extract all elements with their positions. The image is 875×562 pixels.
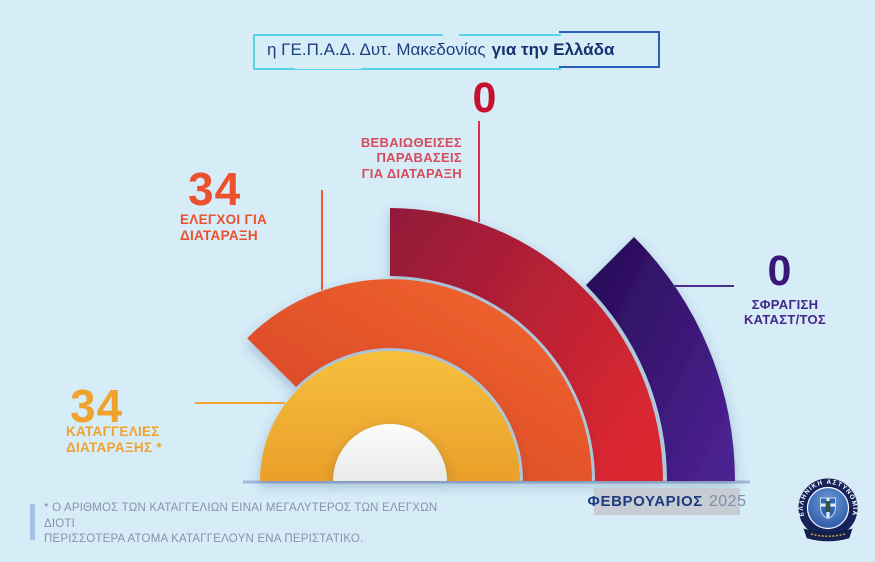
footnote: * Ο ΑΡΙΘΜΟΣ ΤΩΝ ΚΑΤΑΓΓΕΛΙΩΝ ΕΙΝΑΙ ΜΕΓΑΛΥ…	[30, 501, 460, 548]
title-bold: για την Ελλάδα	[491, 40, 615, 59]
title-prefix: η ΓΕ.Π.Α.Δ. Δυτ. Μακεδονίας	[267, 40, 486, 59]
ring-sfragisi	[585, 237, 735, 481]
period-chip: ΦΕΒΡΟΥΑΡΙΟΣ 2025	[588, 488, 746, 515]
stat-label-elegxoi: ΕΛΕΓΧΟΙ ΓΙΑ ΔΙΑΤΑΡΑΞΗ	[180, 212, 268, 243]
stat-value-elegxoi: 34	[188, 163, 242, 215]
frame-gap	[295, 63, 361, 69]
title-box: η ΓΕ.Π.Α.Δ. Δυτ. Μακεδονίας για την Ελλά…	[253, 30, 665, 70]
ring-paravaseis	[390, 208, 663, 481]
title-frame-blue	[559, 31, 660, 68]
stat-label-sfragisi: ΣΦΡΑΓΙΣΗ ΚΑΤΑΣΤ/ΤΟΣ	[743, 297, 827, 328]
ring-elegxoi	[247, 279, 592, 481]
page-title: η ΓΕ.Π.Α.Δ. Δυτ. Μακεδονίας για την Ελλά…	[267, 30, 614, 70]
frame-gap	[443, 32, 459, 38]
title-frame-cyan	[253, 34, 561, 70]
ring-inner-disc	[333, 424, 447, 481]
stat-label-paravaseis: ΒΕΒΑΙΩΘΕΙΣΕΣ ΠΑΡΑΒΑΣΕΙΣ ΓΙΑ ΔΙΑΤΑΡΑΞΗ	[360, 135, 462, 181]
stat-value-kataggelies: 34	[70, 380, 124, 432]
ring-kataggelies	[260, 351, 520, 481]
emblem-banner	[803, 528, 853, 542]
hellenic-police-emblem-icon: ΕΛΛΗΝΙΚΗ ΑΣΤΥΝΟΜΙΑ	[797, 477, 859, 542]
stat-value-paravaseis: 0	[472, 74, 498, 122]
period-month: ΦΕΒΡΟΥΑΡΙΟΣ	[587, 493, 703, 510]
emblem-center-figure	[825, 501, 831, 512]
period-year: 2025	[708, 492, 747, 510]
footnote-accent-bar	[30, 504, 35, 540]
footnote-text: * Ο ΑΡΙΘΜΟΣ ΤΩΝ ΚΑΤΑΓΓΕΛΙΩΝ ΕΙΝΑΙ ΜΕΓΑΛΥ…	[44, 502, 438, 546]
stat-label-kataggelies: ΚΑΤΑΓΓΕΛΙΕΣ ΔΙΑΤΑΡΑΞΗΣ *	[66, 424, 162, 455]
stat-value-sfragisi: 0	[767, 247, 793, 295]
